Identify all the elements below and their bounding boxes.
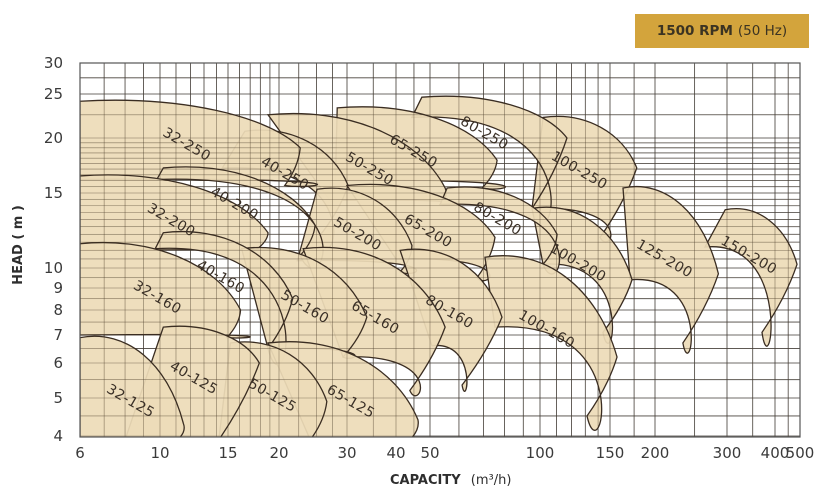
plot-frame: [79, 62, 801, 438]
speed-badge: 1500 RPM (50 Hz): [635, 14, 809, 48]
x-tick-label: 50: [420, 444, 439, 462]
y-tick-label: 9: [53, 279, 63, 297]
x-tick-label: 30: [337, 444, 356, 462]
y-tick-label: 10: [44, 259, 63, 277]
x-tick-label: 100: [526, 444, 555, 462]
y-tick-label: 20: [44, 129, 63, 147]
x-tick-label: 6: [75, 444, 85, 462]
pump-region-80-160: [399, 248, 503, 392]
y-tick-label: 5: [53, 389, 63, 407]
x-axis-unit: (m³/h): [471, 473, 512, 488]
x-tick-label: 20: [269, 444, 288, 462]
x-tick-label: 150: [596, 444, 625, 462]
x-tick-label: 400: [761, 444, 790, 462]
x-tick-label: 300: [713, 444, 742, 462]
x-tick-label: 500: [786, 444, 815, 462]
x-tick-label: 15: [218, 444, 237, 462]
y-tick-label: 8: [53, 301, 63, 319]
y-tick-label: 30: [44, 54, 63, 72]
x-axis-title: CAPACITY: [390, 473, 461, 488]
y-tick-label: 7: [53, 326, 63, 344]
pump-region-32-250: [80, 99, 318, 188]
y-axis-label: HEAD ( m ): [11, 205, 26, 285]
x-tick-label: 10: [150, 444, 169, 462]
pump-region-80-250: [410, 95, 568, 224]
x-tick-label: 40: [386, 444, 405, 462]
pump-region-32-125: [80, 335, 185, 437]
y-tick-labels: 4 5 6 7 8 9 10 15 20 25 30: [44, 54, 63, 445]
y-tick-label: 25: [44, 85, 63, 103]
y-tick-label: 15: [44, 184, 63, 202]
y-tick-label: 6: [53, 354, 63, 372]
frequency-label: (50 Hz): [737, 23, 788, 39]
pump-region-32-160: [80, 242, 251, 339]
pump-region-100-200: [531, 206, 633, 344]
pump-regions: 100-25080-25065-25050-25040-25032-250150…: [80, 95, 798, 437]
pump-region-40-200: [155, 166, 324, 269]
x-tick-label: 200: [641, 444, 670, 462]
pump-region-150-200: [703, 208, 798, 347]
y-tick-label: 4: [53, 427, 63, 445]
speed-label: 1500 RPM: [656, 23, 733, 39]
x-axis-label: CAPACITY (m³/h): [390, 473, 511, 488]
